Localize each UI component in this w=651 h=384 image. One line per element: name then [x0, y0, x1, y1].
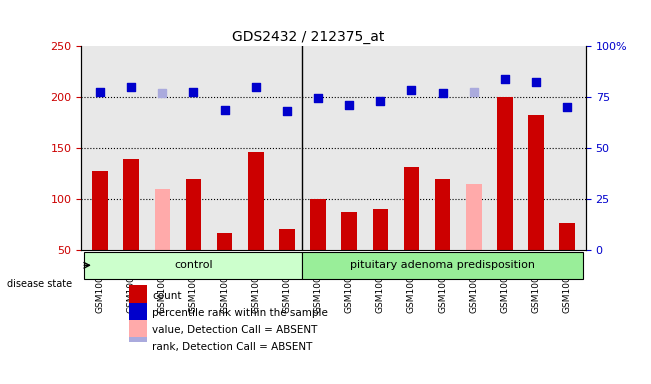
Bar: [303, 252, 583, 279]
Bar: [466, 184, 482, 250]
Point: [188, 89, 199, 95]
Point: [406, 87, 417, 93]
Bar: [92, 172, 108, 250]
Bar: [248, 152, 264, 250]
Bar: [124, 159, 139, 250]
Bar: [372, 209, 388, 250]
Point: [500, 76, 510, 82]
Bar: [279, 228, 295, 250]
Text: control: control: [174, 260, 213, 270]
Bar: [130, 337, 147, 358]
Text: rank, Detection Call = ABSENT: rank, Detection Call = ABSENT: [152, 342, 312, 352]
Point: [469, 89, 479, 95]
Text: value, Detection Call = ABSENT: value, Detection Call = ABSENT: [152, 325, 318, 335]
Bar: [311, 199, 326, 250]
Bar: [130, 320, 147, 341]
Bar: [186, 179, 201, 250]
Bar: [154, 189, 170, 250]
Point: [95, 89, 105, 95]
Text: percentile rank within the sample: percentile rank within the sample: [152, 308, 328, 318]
Point: [157, 90, 167, 96]
Point: [313, 95, 324, 101]
Point: [562, 104, 572, 110]
Bar: [497, 97, 513, 250]
Point: [219, 107, 230, 113]
Bar: [130, 285, 147, 307]
Text: disease state: disease state: [7, 279, 72, 289]
Bar: [341, 212, 357, 250]
Point: [126, 84, 137, 90]
Point: [282, 108, 292, 114]
Text: pituitary adenoma predisposition: pituitary adenoma predisposition: [350, 260, 535, 270]
Bar: [528, 116, 544, 250]
Title: GDS2432 / 212375_at: GDS2432 / 212375_at: [232, 30, 385, 44]
Bar: [435, 179, 450, 250]
Point: [344, 102, 354, 108]
Point: [531, 79, 541, 85]
Point: [375, 98, 385, 104]
Point: [437, 90, 448, 96]
Bar: [404, 167, 419, 250]
Bar: [85, 252, 303, 279]
Bar: [217, 233, 232, 250]
Point: [251, 84, 261, 90]
Bar: [130, 303, 147, 324]
Bar: [559, 223, 575, 250]
Text: count: count: [152, 291, 182, 301]
